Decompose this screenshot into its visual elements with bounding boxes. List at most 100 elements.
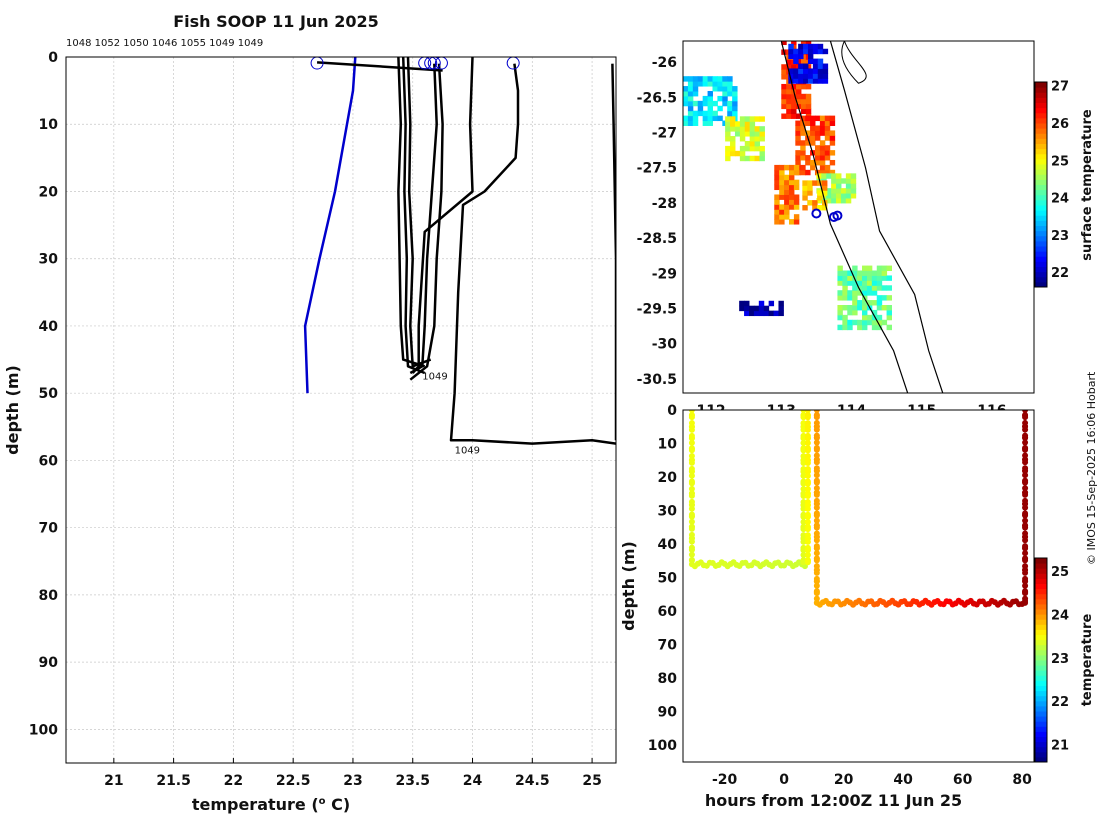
depth-label: 1049 — [422, 372, 447, 383]
scatter-point — [813, 582, 820, 589]
colorbar-segment — [1035, 82, 1047, 88]
sst-pixel — [727, 110, 733, 117]
sst-pixel — [788, 53, 794, 60]
sst-pixel — [727, 86, 733, 92]
scatter-point — [804, 472, 811, 479]
x-tick-label: 24 — [463, 773, 483, 789]
sst-pixel — [727, 81, 733, 87]
sst-pixel — [744, 126, 751, 132]
sst-pixel — [840, 178, 847, 184]
colorbar-segment — [1035, 685, 1047, 692]
header-labels: 1048 1052 1050 1046 1055 1049 1049 — [66, 38, 263, 49]
scatter-point — [804, 486, 811, 493]
sst-pixel — [866, 319, 873, 326]
colorbar-segment — [1035, 225, 1047, 232]
sst-pixel — [850, 188, 857, 194]
sst-pixel — [800, 115, 806, 122]
sst-pixel — [793, 179, 800, 186]
sst-pixel — [866, 300, 873, 306]
sst-pixel — [722, 76, 728, 82]
sst-pixel — [824, 125, 831, 131]
sst-pixel — [826, 188, 832, 194]
sst-pixel — [829, 140, 836, 146]
sst-pixel — [814, 130, 821, 136]
sst-pixel — [712, 76, 718, 82]
scatter-point — [688, 538, 695, 545]
sst-pixel — [739, 145, 746, 152]
sst-pixel — [793, 204, 800, 210]
sst-pixel — [876, 324, 883, 331]
profile-line-1049 — [411, 57, 474, 374]
scatter-point — [813, 446, 820, 453]
sst-pixel — [734, 131, 741, 137]
sst-pixel — [778, 300, 784, 307]
sst-pixel — [803, 73, 809, 79]
sst-pixel — [702, 81, 709, 87]
sst-pixel — [789, 204, 795, 210]
sst-pixel — [821, 190, 828, 196]
sst-pixel — [768, 310, 775, 317]
sst-pixel — [784, 174, 790, 181]
sst-pixel — [800, 54, 807, 60]
sst-pixel — [781, 113, 787, 119]
sst-pixel — [712, 86, 718, 92]
scatter-frame — [682, 409, 1035, 763]
sst-pixel — [805, 140, 811, 146]
profile-line-1049 — [611, 63, 616, 441]
sst-pixel — [707, 76, 713, 82]
sst-pixel — [759, 131, 765, 137]
sst-pixel — [687, 115, 694, 122]
sst-pixel — [836, 188, 842, 194]
scatter-point — [813, 517, 820, 524]
scatter-point — [1022, 517, 1029, 524]
sst-pixel — [784, 199, 790, 205]
sst-pixel — [727, 76, 733, 82]
colorbar-segment — [1035, 690, 1047, 697]
scatter-point — [1022, 590, 1029, 597]
sst-pixel — [683, 115, 689, 122]
plot-area — [66, 57, 616, 763]
sst-pixel — [717, 86, 723, 92]
scatter-point — [813, 578, 820, 585]
chart-title: Fish SOOP 11 Jun 2025 — [173, 12, 379, 31]
scatter-y-tick-label: 60 — [658, 604, 678, 620]
scatter-point — [1022, 491, 1029, 498]
sst-pixel — [791, 64, 797, 70]
scatter-point — [804, 559, 811, 566]
colorbar-segment — [1035, 164, 1047, 170]
scatter-point — [800, 538, 807, 545]
scatter-point — [813, 569, 820, 576]
scatter-y-tick-label: 80 — [658, 671, 678, 687]
sst-pixel — [805, 115, 811, 122]
sst-pixel — [722, 100, 728, 107]
scatter-point — [800, 551, 807, 558]
sst-pixel — [881, 285, 888, 291]
sst-pixel — [749, 145, 756, 152]
colorbar-segment — [1035, 276, 1047, 283]
sst-pixel — [784, 164, 790, 171]
scatter-point — [688, 551, 695, 558]
sst-pixel — [748, 305, 755, 312]
scatter-point — [800, 459, 807, 466]
sst-pixel — [845, 178, 852, 184]
y-tick-label: 80 — [39, 588, 59, 604]
sst-pixel — [862, 300, 868, 306]
sst-pixel — [730, 121, 736, 127]
sst-pixel — [819, 150, 826, 156]
sst-pixel — [802, 190, 808, 196]
sst-pixel — [810, 130, 816, 136]
sst-pixel — [876, 295, 883, 301]
sst-pixel — [862, 324, 868, 331]
scatter-point — [800, 439, 807, 446]
profile-line-1050 — [401, 57, 426, 375]
sst-pixel — [774, 179, 780, 186]
sst-pixel — [817, 58, 824, 65]
x-tick-label: 21.5 — [156, 773, 191, 789]
y-axis-label: depth (m) — [3, 365, 22, 455]
colorbar-segment — [1035, 251, 1047, 257]
sst-pixel — [800, 140, 806, 146]
colorbar-segment — [1035, 654, 1047, 661]
sst-pixel — [826, 193, 832, 199]
y-tick-label: 10 — [39, 117, 59, 133]
colorbar-segment — [1035, 266, 1047, 273]
